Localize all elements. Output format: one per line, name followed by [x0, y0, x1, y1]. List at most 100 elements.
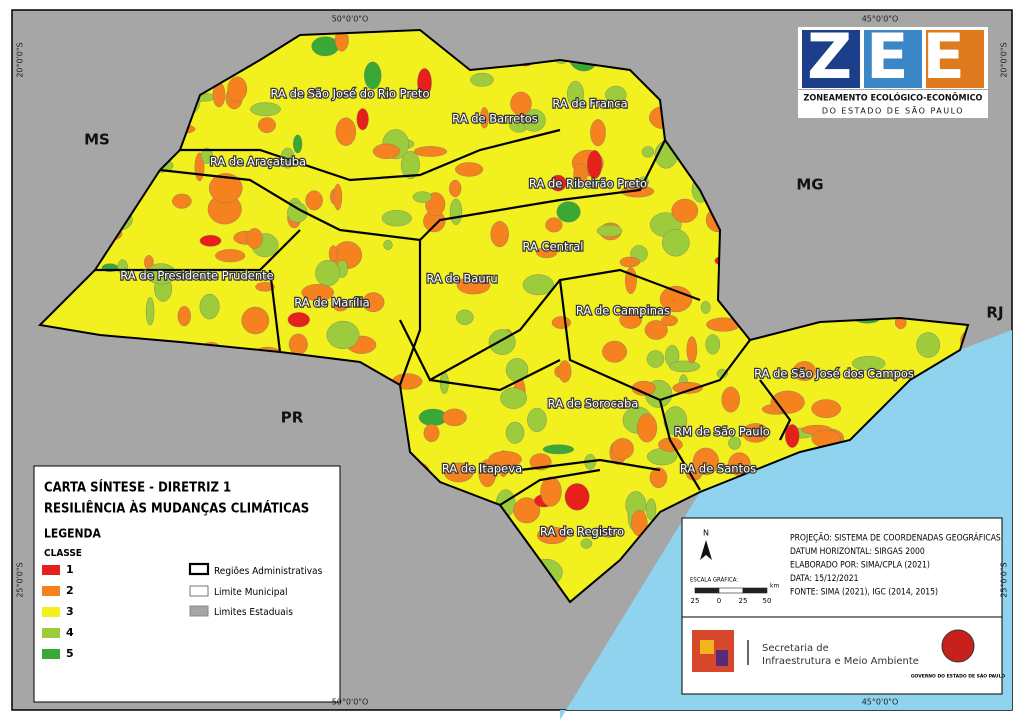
- municipality: [199, 235, 222, 247]
- municipality: [356, 108, 369, 131]
- boundary-swatch: [189, 605, 209, 617]
- municipality: [145, 297, 155, 326]
- coat-of-arms: [941, 629, 975, 663]
- boundary: [398, 240, 422, 386]
- municipality: [326, 320, 360, 350]
- municipality: [619, 256, 640, 268]
- municipality: [443, 462, 474, 483]
- secretaria: Infraestrutura e Meio Ambiente: [762, 656, 919, 667]
- municipality: [659, 285, 693, 313]
- region-label: RA de Franca: [552, 97, 627, 111]
- logo-box: [802, 30, 860, 88]
- logo: ZEE ZONEAMENTO ECOLÓGICO-ECONÔMICO DO ES…: [798, 20, 988, 118]
- municipality: [201, 147, 213, 164]
- municipality: [364, 61, 382, 90]
- municipality: [215, 249, 246, 263]
- municipality: [209, 173, 243, 204]
- region-label: RA de Presidente Prudente: [120, 269, 273, 283]
- municipality: [449, 198, 463, 225]
- legend-title: CARTA SÍNTESE - DIRETRIZ 1: [44, 480, 231, 496]
- info-line: ELABORADO POR: SIMA/CPLA (2021): [790, 561, 930, 571]
- graticule-label: 20°0'0"S: [16, 42, 25, 77]
- municipality: [668, 360, 701, 373]
- boundary: [268, 269, 282, 353]
- municipality: [770, 390, 805, 414]
- municipality: [587, 150, 603, 179]
- governo: GOVERNO DO ESTADO DE SÃO PAULO: [911, 673, 1005, 680]
- scale-segment: [694, 587, 720, 594]
- municipality: [644, 320, 668, 340]
- boundary-label: Limite Municipal: [214, 587, 288, 598]
- municipality: [700, 301, 711, 314]
- state-label: PR: [281, 409, 304, 427]
- municipality: [602, 340, 628, 363]
- municipality: [636, 413, 658, 443]
- legend-subtitle: RESILIÊNCIA ÀS MUDANÇAS CLIMÁTICAS: [44, 501, 309, 517]
- region-label: RA de Barretos: [452, 112, 538, 126]
- municipality: [721, 386, 740, 413]
- boundary: [429, 359, 561, 392]
- municipality: [646, 498, 657, 521]
- municipality: [536, 246, 558, 259]
- municipality: [624, 267, 637, 294]
- municipality: [662, 229, 690, 257]
- region-label: RA de Itapeva: [442, 462, 522, 476]
- legend-heading: LEGENDA: [44, 527, 101, 541]
- secretaria: Secretaria de: [762, 643, 829, 654]
- info-line: DATUM HORIZONTAL: SIRGAS 2000: [790, 547, 925, 557]
- municipality: [449, 179, 462, 198]
- scale-tick: 50: [763, 597, 772, 605]
- secretaria-logo: [716, 650, 728, 666]
- info-line: FONTE: SIMA (2021), IGC (2014, 2015): [790, 588, 938, 598]
- boundary: [519, 458, 661, 472]
- municipality: [315, 260, 341, 287]
- municipality: [442, 408, 467, 427]
- municipality: [551, 316, 572, 329]
- municipality: [246, 228, 263, 249]
- class-swatch: [42, 565, 60, 575]
- municipality: [671, 198, 699, 223]
- municipality: [257, 117, 276, 133]
- state-label: MS: [84, 131, 110, 149]
- region-label: RA de São José do Rio Preto: [271, 87, 430, 101]
- boundary-label: Limites Estaduais: [214, 607, 293, 618]
- municipality: [573, 163, 588, 186]
- municipality: [177, 306, 191, 327]
- region-label: RA de Marília: [294, 296, 369, 310]
- municipality: [661, 315, 678, 327]
- municipality: [456, 309, 474, 325]
- info-line: DATA: 15/12/2021: [790, 574, 859, 584]
- region-label: RA de Bauru: [426, 272, 497, 286]
- municipality: [549, 174, 567, 192]
- municipality: [510, 91, 532, 116]
- boundary-swatch: [188, 562, 210, 576]
- municipality: [641, 146, 655, 158]
- boundary-label: Regiões Administrativas: [214, 566, 323, 577]
- municipality: [521, 109, 546, 132]
- class-swatch: [42, 607, 60, 617]
- class-label: 5: [66, 647, 74, 660]
- municipality: [537, 526, 568, 545]
- municipality: [611, 438, 634, 460]
- municipality: [423, 424, 440, 443]
- region-label: RA de Sorocaba: [548, 397, 639, 411]
- logo-text-bg: [798, 90, 988, 118]
- secretaria-logo: [700, 640, 714, 654]
- municipality: [488, 329, 516, 355]
- municipality: [255, 282, 275, 292]
- logo-box: [864, 30, 922, 88]
- boundary: [159, 139, 666, 242]
- municipality: [527, 407, 547, 432]
- region-label: RA de Ribeirão Preto: [529, 177, 647, 191]
- municipality: [663, 406, 688, 436]
- scale-title: ESCALA GRÁFICA:: [690, 577, 738, 584]
- scale-tick: 0: [717, 597, 721, 605]
- boundary: [95, 229, 301, 272]
- region-label: RA de Registro: [540, 525, 624, 539]
- info-line: PROJEÇÃO: SISTEMA DE COORDENADAS GEOGRÁF…: [790, 532, 1001, 544]
- municipality: [478, 459, 497, 488]
- municipality: [540, 476, 562, 507]
- municipality: [672, 381, 704, 394]
- municipality: [287, 312, 310, 328]
